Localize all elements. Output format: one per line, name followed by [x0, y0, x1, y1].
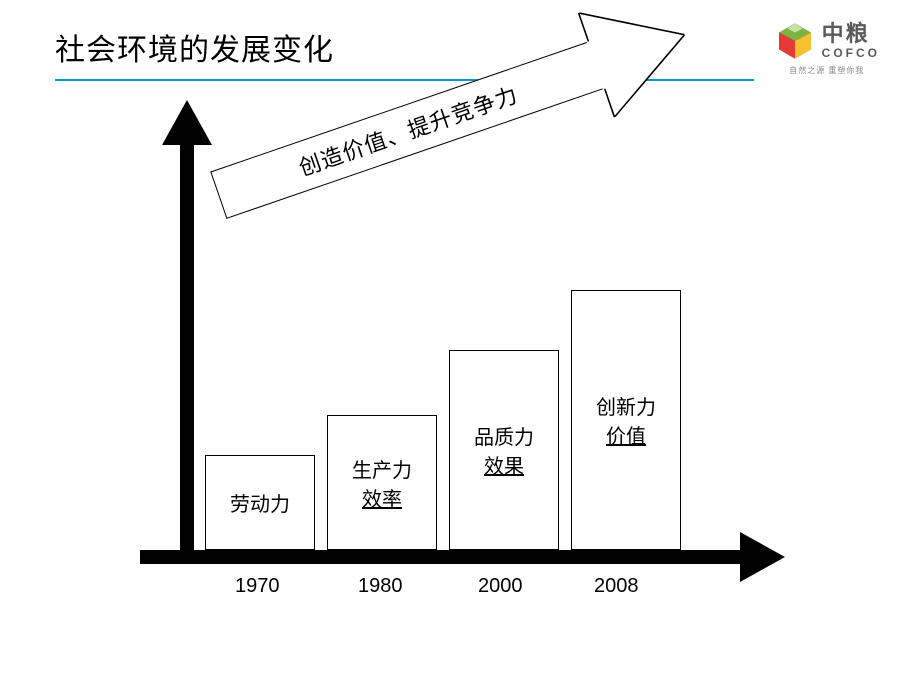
x-axis-label: 1980: [358, 575, 403, 598]
bar-3: 创新力价值: [571, 290, 681, 550]
logo-cube-icon: [774, 20, 816, 62]
logo-text: 中粮 COFCO: [822, 22, 880, 59]
trend-arrow-text: 创造价值、提升竞争力: [294, 77, 522, 182]
chart-area: 创造价值、提升竞争力 劳动力生产力效率品质力效果创新力价值 1970198020…: [140, 100, 820, 640]
x-axis-label: 2000: [478, 575, 523, 598]
bar-label-primary: 品质力: [474, 421, 534, 450]
x-axis-arrowhead: [740, 532, 785, 582]
bar-2: 品质力效果: [449, 350, 559, 550]
bar-label-secondary: 价值: [606, 420, 646, 449]
logo-tagline: 自然之源 重塑你我: [789, 65, 864, 76]
bar-label-primary: 生产力: [352, 454, 412, 483]
x-axis-label: 1970: [235, 575, 280, 598]
y-axis-line: [180, 130, 194, 558]
x-axis-label: 2008: [594, 575, 639, 598]
bar-label-secondary: 效果: [484, 450, 524, 479]
bar-1: 生产力效率: [327, 415, 437, 550]
bar-label-primary: 创新力: [596, 391, 656, 420]
bar-label-primary: 劳动力: [230, 488, 290, 517]
trend-arrow-head: [577, 0, 703, 118]
logo-row: 中粮 COFCO: [774, 20, 880, 62]
cofco-logo: 中粮 COFCO 自然之源 重塑你我: [774, 20, 880, 76]
x-axis-line: [140, 550, 750, 564]
logo-en: COFCO: [822, 47, 880, 60]
logo-cn: 中粮: [822, 22, 880, 46]
bar-label-secondary: 效率: [362, 483, 402, 512]
bar-0: 劳动力: [205, 455, 315, 550]
